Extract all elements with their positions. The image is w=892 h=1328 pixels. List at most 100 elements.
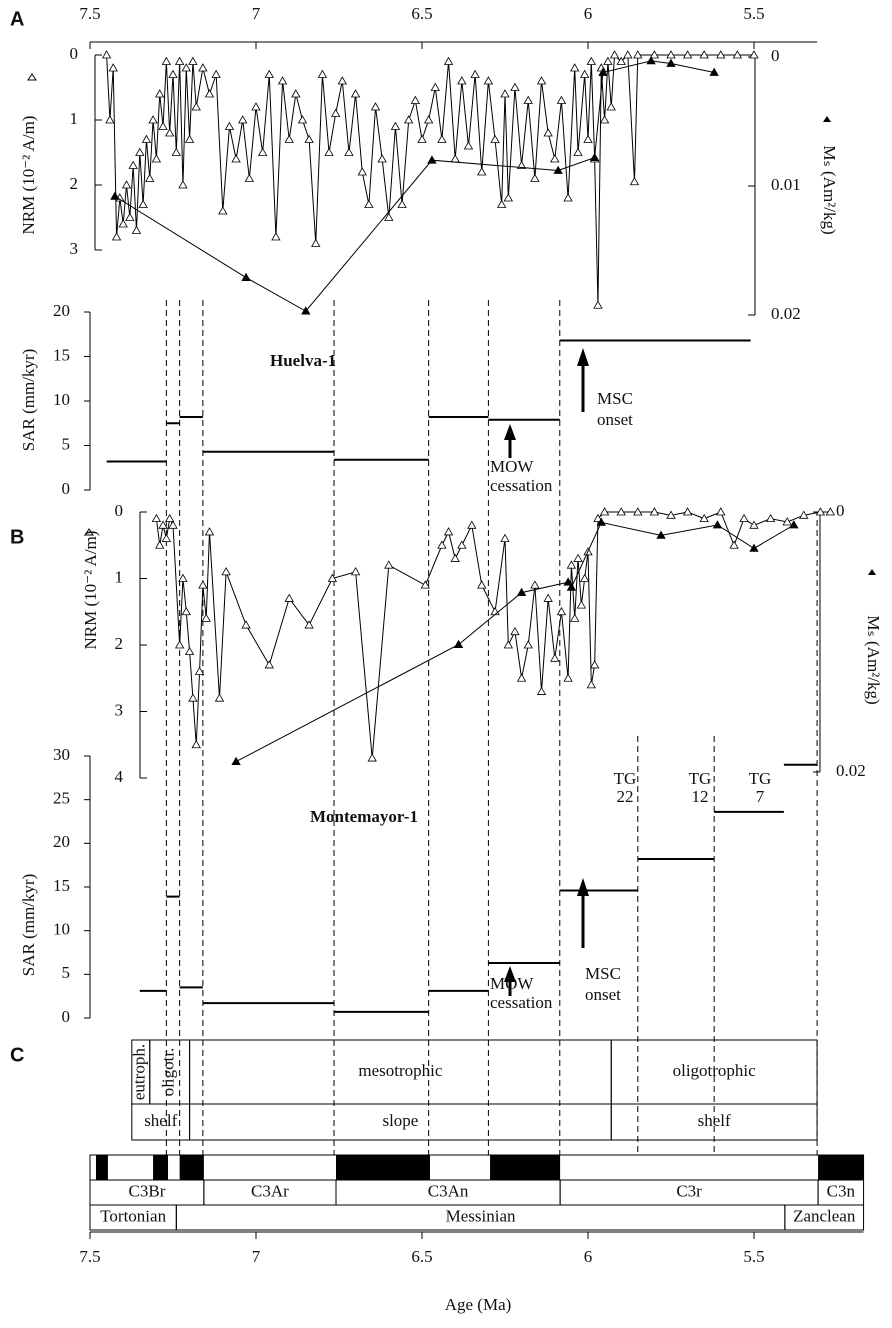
sar-tick-label: 10 [53, 390, 70, 409]
data-point [231, 154, 241, 163]
data-point [148, 115, 158, 124]
data-point [110, 191, 120, 200]
data-point [443, 527, 454, 536]
sar-tick-label: 5 [62, 434, 71, 453]
data-point [496, 199, 507, 208]
sar-tick-label: 15 [53, 876, 70, 895]
data-point [174, 640, 185, 649]
data-point [155, 89, 165, 98]
stage-cell [784, 1204, 865, 1231]
data-point [682, 50, 693, 59]
data-point [603, 56, 613, 65]
annotation: cessation [490, 993, 553, 1012]
data-point [566, 582, 577, 591]
data-point [184, 134, 195, 143]
data-point [457, 76, 467, 85]
x-tick-label: 5.5 [743, 1247, 764, 1266]
data-point [138, 199, 148, 208]
data-point [214, 693, 225, 702]
chron-label: C3n [827, 1181, 856, 1200]
data-point [530, 173, 540, 182]
y-tick-label: 2 [115, 634, 124, 653]
data-point [516, 673, 527, 682]
data-point [500, 89, 510, 98]
annotation: TG [614, 769, 637, 788]
sar-tick-label: 20 [53, 832, 70, 851]
polarity-block [179, 1155, 204, 1180]
polarity-block [490, 1155, 561, 1180]
data-point [586, 56, 597, 65]
data-point [470, 69, 480, 78]
data-point [729, 540, 739, 549]
data-point [118, 219, 128, 228]
data-point [364, 199, 374, 208]
data-point [543, 128, 553, 137]
setting-cell [610, 1103, 818, 1141]
annotation: Huelva-1 [270, 351, 336, 370]
data-point [257, 147, 268, 156]
data-point [570, 63, 580, 72]
y2-tick-label: 0.02 [836, 761, 866, 780]
data-point [188, 56, 198, 65]
data-point [330, 108, 341, 117]
data-point [427, 155, 437, 164]
data-point [238, 115, 248, 124]
data-point [284, 593, 294, 602]
stage-label: Zanclean [793, 1206, 856, 1225]
data-point [301, 306, 311, 315]
data-point [782, 517, 792, 526]
trophic-label: mesotrophic [358, 1061, 442, 1080]
data-point [370, 102, 381, 111]
data-point [111, 232, 122, 241]
y2-axis-label: Mₛ (Am²/kg) [864, 615, 883, 704]
polarity-block [95, 1155, 108, 1180]
data-point [198, 580, 208, 589]
data-point [241, 272, 251, 281]
data-point [530, 580, 540, 589]
panel-letter: B [10, 526, 24, 548]
data-point [563, 577, 573, 586]
data-point [437, 134, 447, 143]
data-point [291, 89, 301, 98]
data-point [317, 69, 328, 78]
y-tick-label: 1 [115, 567, 124, 586]
annotation: TG [749, 769, 772, 788]
legend-filled-triangle [868, 569, 876, 575]
data-point [457, 540, 467, 549]
data-point [420, 580, 431, 589]
x-tick-label: 5.5 [743, 4, 764, 23]
annotation: MSC [597, 389, 633, 408]
data-point [158, 520, 168, 529]
data-point [204, 527, 215, 536]
sar-axis-label: SAR (mm/kyr) [19, 349, 38, 451]
data-point [344, 147, 354, 156]
data-point [609, 50, 620, 59]
data-point [211, 69, 221, 78]
series-line [155, 511, 831, 759]
annotation: onset [597, 410, 633, 429]
data-point [158, 121, 168, 130]
data-point [589, 152, 600, 162]
data-point [749, 543, 759, 552]
data-point [168, 520, 178, 529]
data-point [593, 300, 603, 309]
data-point [350, 567, 361, 576]
data-point [799, 510, 809, 519]
data-point [191, 102, 201, 111]
data-point [749, 50, 759, 59]
data-point [417, 134, 427, 143]
arrow-head [577, 348, 589, 366]
series-line [106, 53, 754, 306]
arrow-head [504, 966, 516, 982]
data-point [384, 560, 394, 569]
data-point [231, 756, 241, 765]
chron-label: C3Ar [251, 1181, 289, 1200]
data-point [194, 666, 205, 675]
data-point [171, 147, 182, 156]
data-point [633, 507, 643, 516]
stage-label: Messinian [446, 1206, 516, 1225]
data-point [629, 176, 640, 186]
data-point [616, 507, 626, 516]
